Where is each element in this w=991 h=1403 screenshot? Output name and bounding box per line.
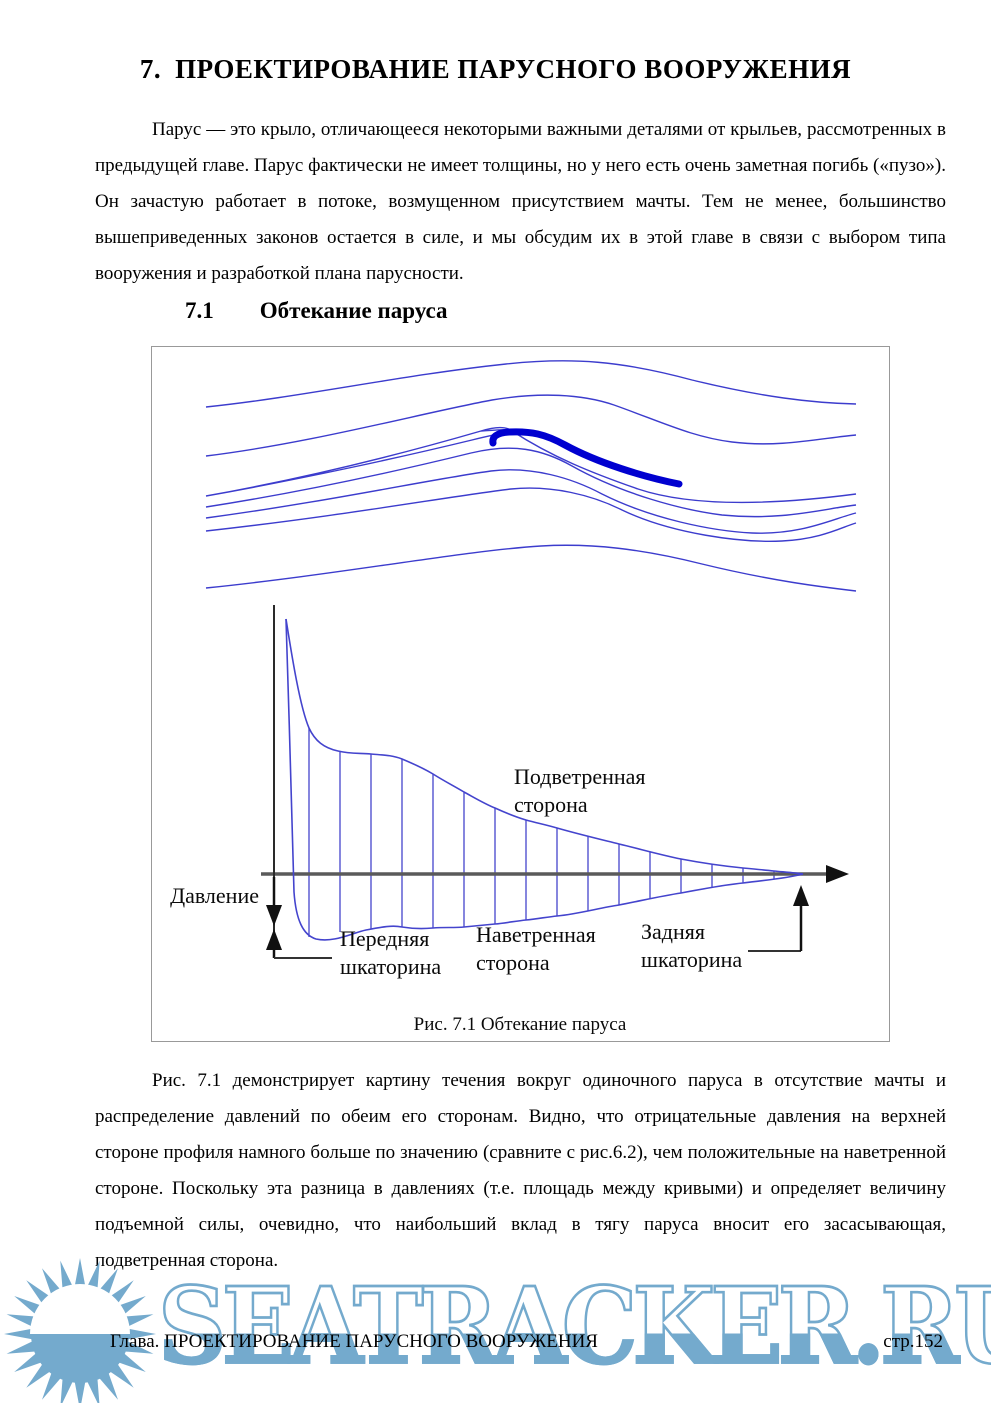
leech-arrowhead bbox=[793, 885, 809, 906]
sail-profile bbox=[489, 428, 683, 488]
sun-logo bbox=[4, 1258, 156, 1403]
pressure-axis-label: Давление bbox=[170, 883, 259, 908]
figure-caption: Рис. 7.1 Обтекание паруса bbox=[414, 1014, 627, 1035]
streamline-7 bbox=[205, 544, 857, 592]
pressure-down-arrowhead bbox=[266, 905, 282, 926]
page-footer: Глава. ПРОЕКТИРОВАНИЕ ПАРУСНОГО ВООРУЖЕН… bbox=[0, 1331, 991, 1357]
leeward-label-line2: сторона bbox=[514, 792, 588, 817]
windward-label-line2: сторона bbox=[476, 950, 550, 975]
flow-diagram: Давление Подветренная сторона Наветренна… bbox=[170, 360, 857, 1035]
leech-label-line2: шкаторина bbox=[641, 947, 742, 972]
luff-label-line1: Передняя bbox=[340, 926, 429, 951]
pressure-hatch-lines bbox=[308, 728, 775, 937]
leeward-pressure-curve bbox=[285, 618, 804, 875]
streamline-2 bbox=[205, 394, 857, 457]
windward-pressure-curve bbox=[285, 618, 804, 941]
streamlines bbox=[205, 360, 857, 592]
streamline-1 bbox=[205, 360, 857, 408]
windward-label-line1: Наветренная bbox=[476, 922, 596, 947]
luff-label-line2: шкаторина bbox=[340, 954, 441, 979]
page-title: 7. ПРОЕКТИРОВАНИЕ ПАРУСНОГО ВООРУЖЕНИЯ bbox=[0, 54, 991, 85]
body-paragraph: Рис. 7.1 демонстрирует картину течения в… bbox=[95, 1070, 946, 1271]
luff-up-arrowhead bbox=[266, 929, 282, 950]
streamline-5 bbox=[205, 469, 857, 534]
streamline-4 bbox=[205, 447, 857, 518]
intro-paragraph: Парус — это крыло, отличающееся некоторы… bbox=[95, 119, 946, 284]
section-heading: 7.1 Обтекание паруса bbox=[185, 298, 448, 324]
section-number: 7.1 bbox=[185, 298, 214, 323]
leech-label-line1: Задняя bbox=[641, 919, 705, 944]
footer-page-number: стр.152 bbox=[883, 1331, 943, 1352]
section-title-text: Обтекание паруса bbox=[259, 298, 448, 323]
footer-chapter-label: Глава. ПРОЕКТИРОВАНИЕ ПАРУСНОГО ВООРУЖЕН… bbox=[110, 1331, 598, 1352]
chapter-number: 7. bbox=[139, 54, 162, 84]
sun-white-dome bbox=[30, 1284, 130, 1334]
leeward-label-line1: Подветренная bbox=[514, 764, 646, 789]
streamline-3 bbox=[205, 426, 857, 504]
x-axis-arrowhead bbox=[826, 865, 849, 883]
streamline-6 bbox=[205, 487, 857, 542]
figure-7-1: Давление Подветренная сторона Наветренна… bbox=[151, 346, 890, 1042]
chapter-title-text: ПРОЕКТИРОВАНИЕ ПАРУСНОГО ВООРУЖЕНИЯ bbox=[175, 54, 852, 84]
